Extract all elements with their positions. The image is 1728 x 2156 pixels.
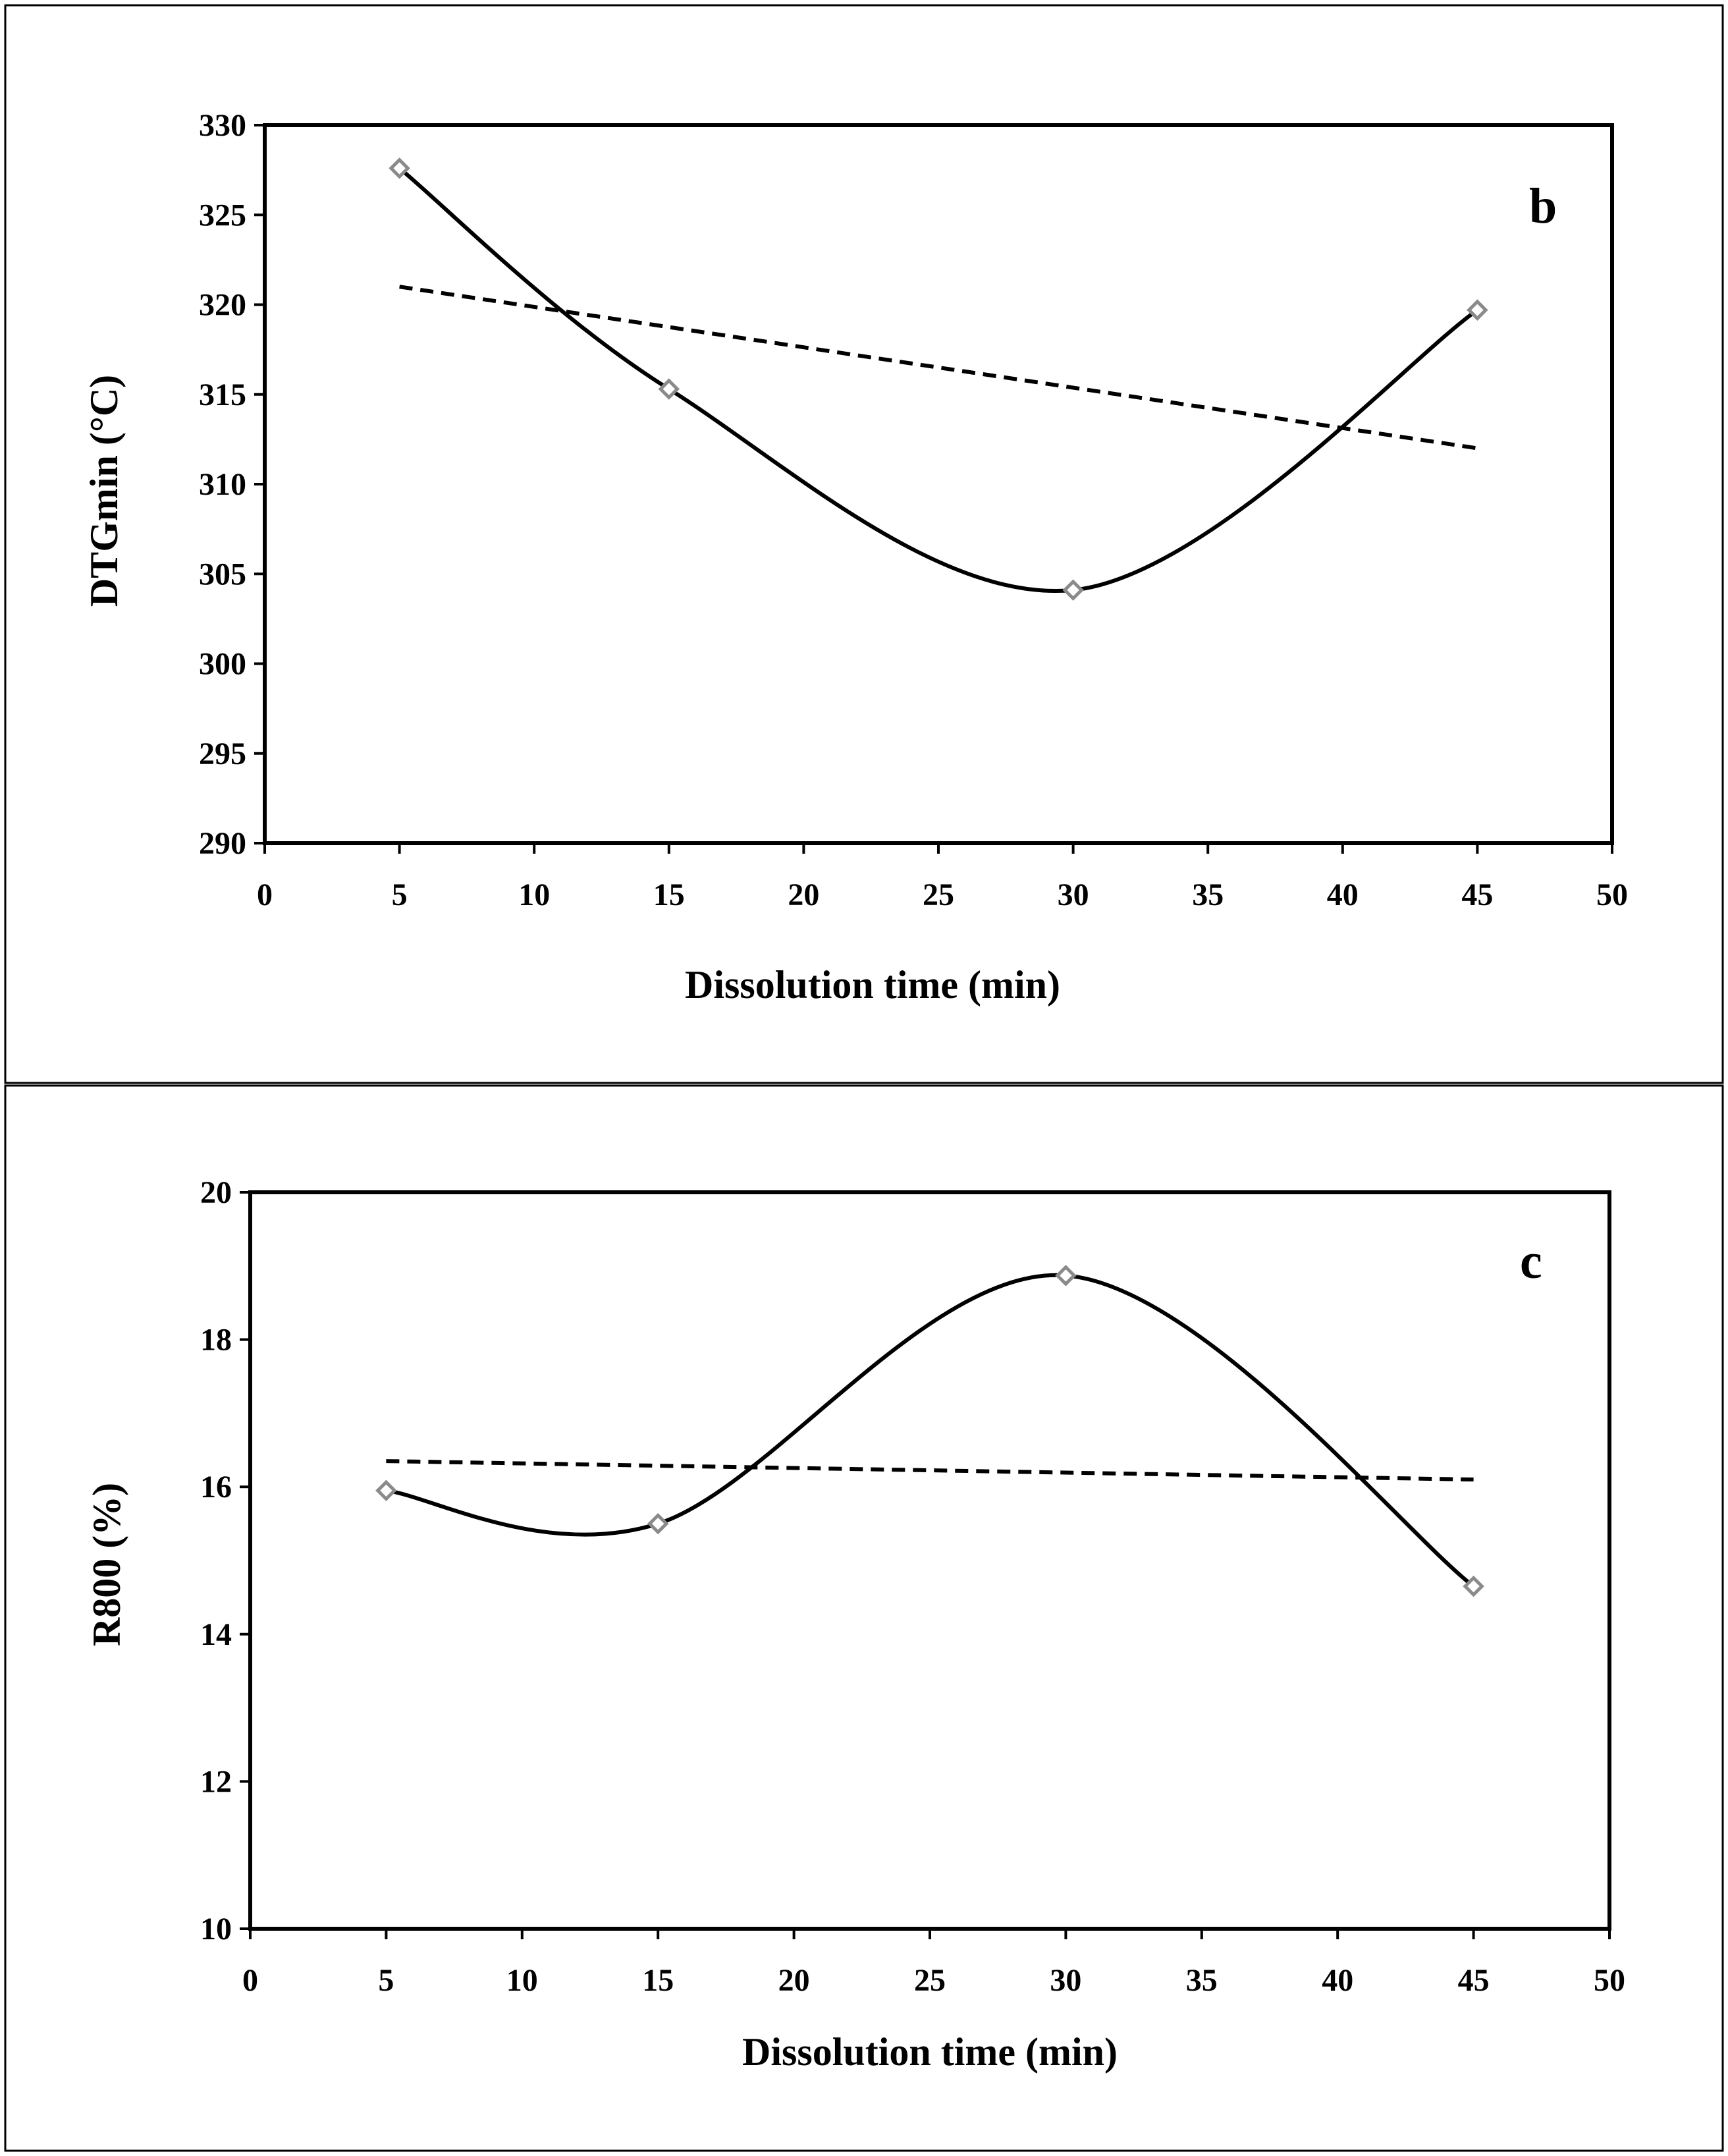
panel-b-x-tick-label: 5 [392, 877, 408, 912]
panel-c-data-point [1463, 1575, 1484, 1597]
panel-c-y-tick-label: 18 [200, 1323, 232, 1358]
panel-b: 290 295 300 305 310 315 320 325 330 0 5 10 15 20 25 30… [4, 4, 1724, 1084]
panel-b-trend-line [399, 285, 1478, 451]
panel-b-y-tick-label: 320 [199, 288, 246, 323]
panel-b-x-tick-label: 30 [1058, 877, 1089, 912]
panel-c-x-axis-title: Dissolution time (min) [742, 2030, 1118, 2074]
panel-b-y-tick-label: 310 [199, 467, 246, 502]
panel-c-x-tick-label: 10 [506, 1963, 538, 1998]
panel-c-x-tick-label: 25 [914, 1963, 946, 1998]
panel-c-y-axis: 10 12 14 16 18 20 [200, 1175, 250, 1947]
panel-c-x-tick-label: 20 [778, 1963, 810, 1998]
panel-c-trend-line [386, 1459, 1474, 1482]
panel-c-x-tick-label: 5 [378, 1963, 394, 1998]
panel-b-y-tick-label: 300 [199, 647, 246, 682]
panel-c: 10 12 14 16 18 20 0 5 10 15 20 25 30 35 40 45 50 c Diss… [4, 1084, 1724, 2152]
panel-c-y-tick-label: 20 [200, 1175, 232, 1210]
panel-c-y-axis-title: R800 (%) [85, 1483, 128, 1646]
panel-b-x-tick-label: 15 [653, 877, 685, 912]
panel-c-y-tick-label: 14 [200, 1617, 232, 1652]
panel-b-series [389, 157, 1488, 601]
panel-b-data-point [1467, 299, 1488, 321]
panel-c-data-point [647, 1512, 669, 1535]
panel-b-x-tick-label: 20 [788, 877, 819, 912]
panel-b-y-tick-label: 295 [199, 736, 246, 771]
panel-c-data-point [1055, 1265, 1077, 1286]
panel-b-y-axis-title: DTGmin (°C) [82, 375, 126, 607]
panel-b-y-tick-label: 305 [199, 557, 246, 592]
panel-c-y-tick-label: 12 [200, 1764, 232, 1799]
panel-b-x-tick-label: 25 [923, 877, 954, 912]
panel-b-x-axis-title: Dissolution time (min) [685, 963, 1060, 1007]
panel-b-x-tick-label: 45 [1461, 877, 1493, 912]
panel-c-border [4, 1084, 1724, 2152]
panel-b-data-point [658, 378, 680, 400]
panel-c-x-tick-label: 45 [1458, 1963, 1490, 1998]
panel-b-y-axis: 290 295 300 305 310 315 320 325 330 [199, 108, 265, 861]
panel-c-series [375, 1265, 1484, 1597]
panel-c-data-point [375, 1479, 397, 1502]
panel-c-letter: c [1520, 1234, 1542, 1289]
panel-b-data-line [398, 167, 1479, 594]
panel-c-x-tick-label: 30 [1050, 1963, 1081, 1998]
panel-c-y-tick-label: 16 [200, 1470, 232, 1505]
panel-c-x-tick-label: 35 [1186, 1963, 1218, 1998]
panel-b-data-point [1062, 579, 1084, 601]
panel-c-x-tick-label: 50 [1594, 1963, 1625, 1998]
panel-b-y-tick-label: 325 [199, 198, 246, 233]
panel-b-x-tick-label: 50 [1596, 877, 1628, 912]
panel-c-x-tick-label: 0 [242, 1963, 258, 1998]
panel-b-y-tick-label: 315 [199, 377, 246, 412]
panel-b-x-tick-label: 40 [1327, 877, 1359, 912]
panel-c-x-tick-label: 40 [1322, 1963, 1353, 1998]
panel-b-y-tick-label: 330 [199, 108, 246, 143]
panel-b-border [4, 4, 1724, 1084]
panel-b-x-tick-label: 35 [1192, 877, 1224, 912]
panel-b-data-point [389, 157, 410, 179]
panel-c-x-axis: 0 5 10 15 20 25 30 35 40 45 50 [242, 1929, 1625, 1998]
panel-b-y-tick-label: 290 [199, 826, 246, 861]
panel-c-data-line [386, 1273, 1475, 1588]
panel-b-x-tick-label: 0 [257, 877, 273, 912]
panel-c-x-tick-label: 15 [642, 1963, 674, 1998]
panel-b-x-tick-label: 10 [518, 877, 550, 912]
panel-c-y-tick-label: 10 [200, 1912, 232, 1947]
panel-b-letter: b [1529, 179, 1557, 234]
panel-b-x-axis: 0 5 10 15 20 25 30 35 40 45 50 [257, 843, 1628, 912]
